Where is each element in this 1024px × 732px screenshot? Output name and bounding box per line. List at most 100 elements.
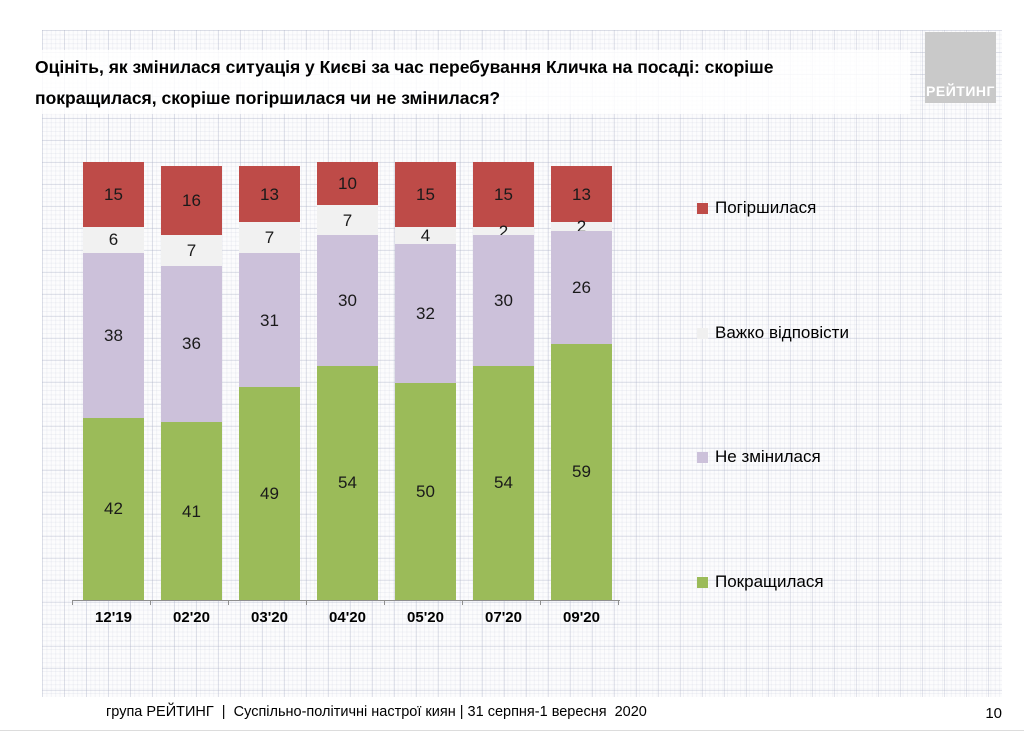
bar-segment: 49 — [239, 387, 300, 600]
bar-value-label: 15 — [104, 184, 123, 204]
x-axis-tick — [306, 601, 307, 605]
bar-value-label: 15 — [416, 184, 435, 204]
bar-segment: 26 — [551, 231, 612, 344]
logo-text: РЕЙТИНГ — [926, 83, 995, 99]
x-axis-line — [72, 600, 620, 601]
bar-segment: 7 — [239, 222, 300, 253]
title-line-1: Оцініть, як змінилася ситуація у Києві з… — [35, 57, 774, 77]
x-axis-tick — [228, 601, 229, 605]
legend-item: Не змінилася — [697, 446, 821, 468]
x-axis-label: 03'20 — [251, 609, 288, 626]
legend-item: Погіршилася — [697, 197, 816, 219]
bar-segment: 30 — [317, 235, 378, 366]
bar-segment: 59 — [551, 343, 612, 600]
bar-value-label: 30 — [494, 291, 513, 311]
x-axis-tick — [72, 601, 73, 605]
bar-value-label: 50 — [416, 482, 435, 501]
bar-value-label: 13 — [260, 184, 279, 204]
x-axis-tick — [618, 601, 619, 605]
bar-segment: 7 — [317, 205, 378, 236]
legend-item: Покращилася — [697, 571, 824, 593]
x-axis-tick — [462, 601, 463, 605]
bar-segment: 4 — [395, 225, 456, 245]
bar-segment: 42 — [83, 417, 144, 600]
bar-value-label: 59 — [572, 462, 591, 482]
bar-group: 59 26 2 13 — [551, 166, 612, 600]
x-axis-tick — [384, 601, 385, 605]
page-number: 10 — [985, 705, 1002, 722]
bar-value-label: 54 — [494, 473, 513, 493]
bar-value-label: 13 — [572, 184, 591, 204]
legend-swatch-icon — [697, 327, 708, 339]
bar-value-label: 42 — [104, 499, 123, 519]
legend-item: Важко відповісти — [697, 322, 849, 344]
legend-label: Не змінилася — [715, 447, 821, 466]
bar-group: 41 36 7 16 — [161, 166, 222, 600]
bar-segment: 10 — [317, 161, 378, 206]
x-axis-label: 07'20 — [485, 609, 522, 626]
rating-group-logo: РЕЙТИНГ — [925, 32, 996, 103]
bar-segment: 54 — [473, 365, 534, 600]
bar-segment: 15 — [395, 161, 456, 227]
bar-segment: 13 — [239, 166, 300, 223]
legend-label: Важко відповісти — [715, 323, 849, 342]
bar-group: 54 30 2 15 — [473, 161, 534, 600]
bar-value-label: 54 — [338, 473, 357, 493]
bar-value-label: 31 — [260, 310, 279, 330]
x-axis-label: 02'20 — [173, 609, 210, 626]
bar-value-label: 15 — [494, 184, 513, 204]
bar-value-label: 41 — [182, 501, 201, 521]
bar-value-label: 4 — [420, 225, 431, 245]
bar-value-label: 2 — [498, 221, 509, 241]
bar-group: 50 32 4 15 — [395, 161, 456, 600]
bar-segment: 30 — [473, 235, 534, 366]
bar-value-label: 7 — [342, 210, 353, 230]
legend-swatch-icon — [697, 576, 708, 588]
x-axis-label: 12'19 — [95, 609, 132, 626]
bar-value-label: 6 — [108, 230, 119, 250]
legend-label: Погіршилася — [715, 198, 817, 217]
bar-segment: 15 — [473, 161, 534, 227]
bar-value-label: 2 — [576, 217, 587, 237]
legend-swatch-icon — [697, 202, 708, 214]
x-axis-tick — [540, 601, 541, 605]
bar-value-label: 49 — [260, 484, 279, 504]
bar-segment: 13 — [551, 166, 612, 223]
bar-segment: 2 — [551, 218, 612, 235]
bar-segment: 16 — [161, 166, 222, 236]
bar-segment: 7 — [161, 235, 222, 266]
x-axis-tick — [150, 601, 151, 605]
bar-segment: 38 — [83, 252, 144, 418]
bar-segment: 6 — [83, 226, 144, 253]
bar-group: 49 31 7 13 — [239, 166, 300, 600]
x-axis-label: 05'20 — [407, 609, 444, 626]
bar-segment: 15 — [83, 161, 144, 227]
title-band — [30, 50, 910, 114]
legend-swatch-icon — [697, 451, 708, 463]
slide-title: Оцініть, як змінилася ситуація у Києві з… — [35, 52, 905, 114]
bar-value-label: 30 — [338, 291, 357, 311]
bar-group: 54 30 7 10 — [317, 161, 378, 600]
bar-value-label: 38 — [104, 325, 123, 345]
bar-segment: 50 — [395, 383, 456, 600]
bar-value-label: 32 — [416, 304, 435, 324]
bottom-divider — [0, 730, 1024, 731]
title-line-2: покращилася, скоріше погіршилася чи не з… — [35, 88, 501, 108]
bar-value-label: 7 — [264, 228, 275, 248]
footer-text: група РЕЙТИНГ | Суспільно-політичні наст… — [106, 704, 647, 720]
bar-segment: 54 — [317, 365, 378, 600]
bar-value-label: 26 — [572, 278, 591, 298]
bar-value-label: 16 — [182, 191, 201, 211]
legend-label: Покращилася — [715, 572, 824, 591]
bar-value-label: 36 — [182, 334, 201, 354]
bar-group: 42 38 6 15 — [83, 161, 144, 600]
x-axis-label: 04'20 — [329, 609, 366, 626]
bar-value-label: 10 — [338, 173, 357, 193]
bar-segment: 36 — [161, 265, 222, 423]
bar-segment: 2 — [473, 223, 534, 240]
x-axis-label: 09'20 — [563, 609, 600, 626]
bar-value-label: 7 — [186, 241, 197, 261]
bar-segment: 31 — [239, 252, 300, 388]
bar-segment: 41 — [161, 422, 222, 600]
